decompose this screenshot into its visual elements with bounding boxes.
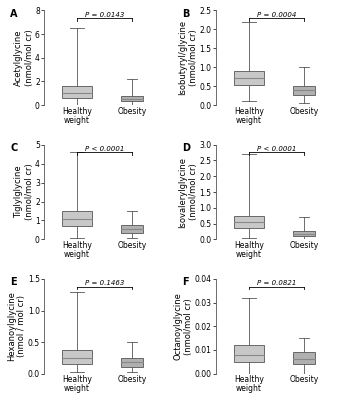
Text: P = 0.0143: P = 0.0143 (85, 12, 125, 18)
Bar (293, 230, 315, 236)
Bar (121, 225, 143, 233)
Bar (62, 211, 92, 226)
Y-axis label: Isobutyryl/glycine
(nmol/mol cr): Isobutyryl/glycine (nmol/mol cr) (179, 20, 198, 95)
Text: A: A (10, 8, 18, 18)
Text: F: F (182, 277, 188, 287)
Bar (62, 350, 92, 364)
Text: B: B (182, 8, 189, 18)
Bar (293, 86, 315, 94)
Text: P = 0.0821: P = 0.0821 (257, 280, 296, 286)
Bar (293, 352, 315, 364)
Text: D: D (182, 143, 190, 153)
Y-axis label: Acetylglycine
(nmol/mol cr): Acetylglycine (nmol/mol cr) (14, 30, 34, 86)
Text: P < 0.0001: P < 0.0001 (257, 146, 296, 152)
Y-axis label: Isovalerylglycine
(nmol/mol cr): Isovalerylglycine (nmol/mol cr) (179, 156, 198, 228)
Bar (121, 96, 143, 101)
Text: P = 0.1463: P = 0.1463 (85, 280, 125, 286)
Bar (62, 86, 92, 98)
Bar (234, 345, 264, 362)
Bar (234, 71, 264, 86)
Text: P < 0.0001: P < 0.0001 (85, 146, 125, 152)
Y-axis label: Tiglylglycine
(nmol/mol cr): Tiglylglycine (nmol/mol cr) (14, 164, 34, 220)
Text: P = 0.0004: P = 0.0004 (257, 12, 296, 18)
Bar (121, 358, 143, 367)
Bar (234, 216, 264, 228)
Text: C: C (10, 143, 17, 153)
Y-axis label: Hexanoylglycine
(nmol / mol cr): Hexanoylglycine (nmol / mol cr) (7, 291, 26, 361)
Y-axis label: Octanoylglycine
(nmol/mol cr): Octanoylglycine (nmol/mol cr) (174, 292, 193, 360)
Text: E: E (10, 277, 17, 287)
